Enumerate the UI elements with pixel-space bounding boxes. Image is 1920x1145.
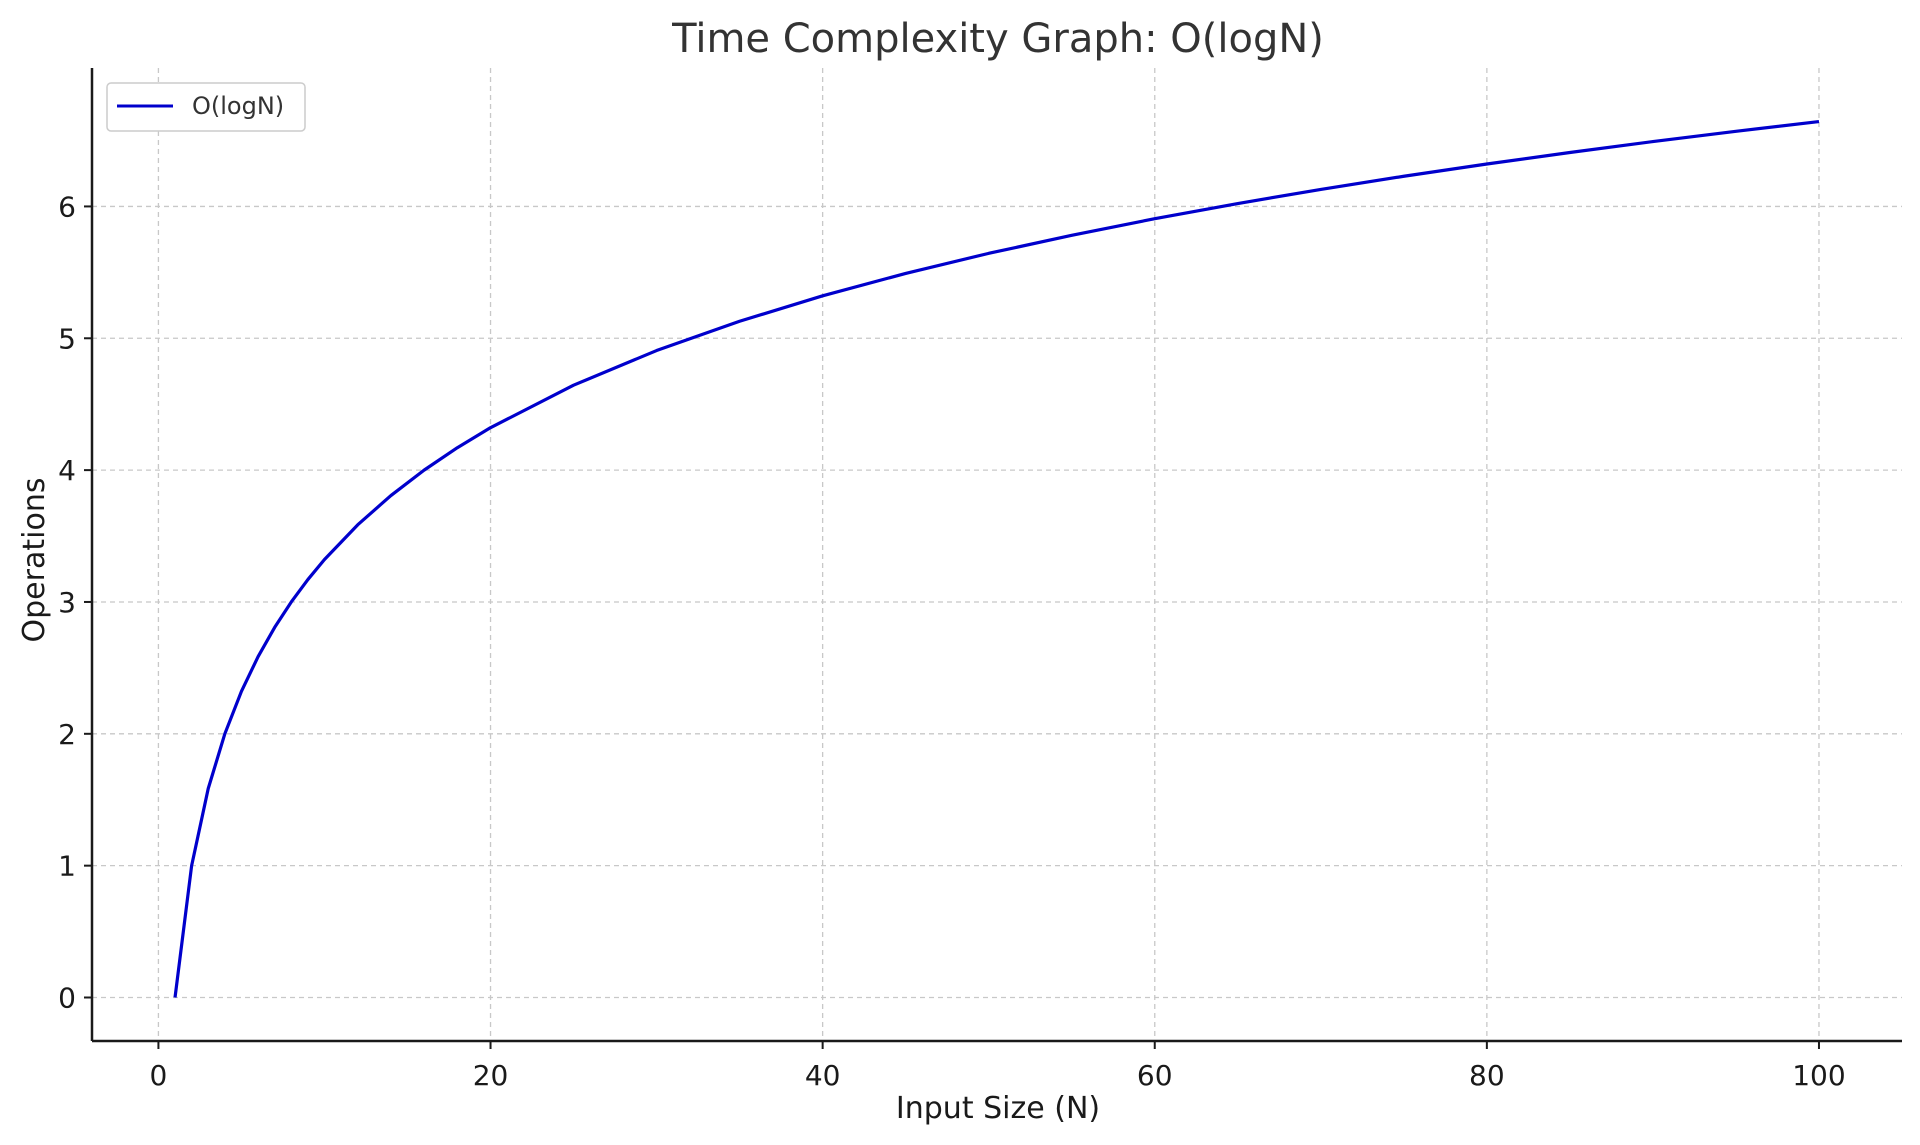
- x-tick-label: 80: [1469, 1059, 1505, 1092]
- y-tick-label: 5: [58, 322, 76, 355]
- legend-label: O(logN): [192, 92, 284, 120]
- series-layer: [173, 119, 1820, 998]
- y-tick-label: 1: [58, 850, 76, 883]
- x-tick-label: 0: [150, 1059, 168, 1092]
- x-tick-label: 40: [805, 1059, 841, 1092]
- axes: [90, 68, 1902, 1043]
- y-axis-label: Operations: [17, 478, 52, 643]
- ticks: 0 20 40 60 80 100 0 1 2 3 4 5 6: [58, 190, 1846, 1092]
- series-line-ologn: [173, 119, 1820, 998]
- x-tick-label: 20: [473, 1059, 509, 1092]
- chart-title: Time Complexity Graph: O(logN): [671, 16, 1324, 62]
- grid: [92, 68, 1902, 1041]
- x-tick-label: 100: [1792, 1059, 1845, 1092]
- x-axis-label: Input Size (N): [896, 1091, 1100, 1126]
- legend-box: [106, 82, 306, 132]
- y-tick-label: 2: [58, 718, 76, 751]
- y-tick-label: 0: [58, 981, 76, 1014]
- legend: O(logN): [106, 82, 306, 132]
- x-tick-label: 60: [1137, 1059, 1173, 1092]
- y-tick-label: 6: [58, 190, 76, 223]
- y-tick-label: 3: [58, 586, 76, 619]
- y-tick-label: 4: [58, 454, 76, 487]
